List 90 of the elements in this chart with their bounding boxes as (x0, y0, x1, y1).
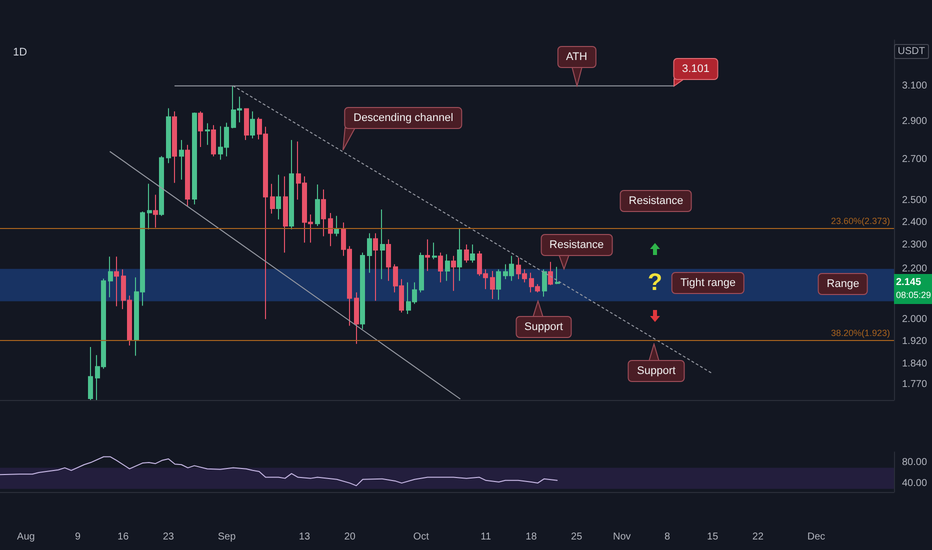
candlestick (159, 156, 164, 216)
candlestick (470, 244, 475, 264)
x-tick-label: 16 (118, 532, 130, 542)
candlestick (283, 176, 288, 254)
annotation: 3.101 (672, 58, 718, 80)
y-tick-label: 1.920 (902, 336, 928, 347)
y-tick-label: 1.840 (902, 358, 928, 370)
annotation: ATH (556, 46, 596, 68)
candlestick (147, 183, 152, 230)
annotation: ? (648, 269, 662, 297)
x-tick-label: Aug (17, 532, 35, 542)
candlestick (490, 270, 495, 300)
candlestick (108, 256, 113, 298)
candlestick (114, 256, 119, 307)
x-tick-label: 23 (162, 532, 174, 542)
annotation: Range (818, 273, 868, 295)
text: 2.145 (896, 276, 922, 290)
x-tick-label: Oct (413, 532, 430, 542)
y-tick-label: 80.00 (902, 457, 928, 468)
candlestick (380, 209, 385, 280)
y-tick-label: 40.00 (902, 478, 928, 490)
candlestick (334, 215, 339, 237)
candlestick (211, 124, 216, 157)
y-tick-label: 2.200 (902, 263, 928, 274)
ref-line-label: 38.20%(1.923) (830, 328, 890, 338)
candlestick (88, 346, 93, 400)
line-series (0, 456, 558, 486)
y-tick-label: 2.900 (902, 116, 928, 128)
annotation: Support (628, 360, 685, 382)
text: 08:05:29 (896, 289, 932, 302)
annotation: Tight range (671, 272, 745, 294)
text: 1D (13, 46, 28, 58)
y-tick-label: 2.700 (902, 154, 928, 166)
candlestick (432, 242, 437, 260)
candlestick (496, 268, 501, 300)
candlestick (198, 110, 203, 148)
x-tick-label: 25 (571, 532, 583, 542)
candlestick (548, 261, 553, 286)
candlestick (542, 268, 547, 298)
candlestick (438, 252, 443, 283)
candlestick (419, 252, 424, 293)
candlestick (179, 139, 184, 180)
candlestick (276, 174, 281, 220)
candlestick (373, 232, 378, 302)
candlestick (425, 238, 430, 272)
annotation: Resistance (540, 234, 613, 256)
x-tick-label: Dec (807, 532, 826, 542)
x-tick-label: 15 (707, 532, 719, 542)
ref-line-label: 23.60%(2.373) (830, 216, 890, 226)
y-tick-label: 2.500 (902, 195, 928, 206)
y-tick-label: 1.770 (902, 379, 928, 390)
candlestick (289, 139, 294, 230)
candlestick (153, 194, 158, 228)
y-tick-label: 2.300 (902, 240, 928, 251)
candlestick (445, 254, 450, 282)
x-tick-label: Sep (218, 532, 236, 542)
y-tick-label: 2.000 (902, 314, 928, 326)
y-tick-label: 3.100 (902, 80, 928, 92)
candlestick (386, 238, 391, 282)
candlestick (367, 232, 372, 274)
candlestick (328, 212, 333, 247)
text: USDT (894, 44, 929, 59)
x-tick-label: 18 (526, 532, 538, 542)
y-tick-label: 2.400 (902, 216, 928, 228)
candlestick (555, 266, 560, 285)
candlestick (166, 108, 171, 164)
x-tick-label: Nov (613, 532, 631, 542)
x-tick-label: 8 (664, 532, 670, 542)
annotation: Resistance (620, 190, 692, 212)
candlestick (192, 112, 197, 205)
candlestick (464, 244, 469, 264)
x-tick-label: 11 (480, 532, 492, 542)
candlestick (172, 110, 177, 184)
x-tick-label: 9 (74, 532, 81, 542)
x-tick-label: 22 (752, 532, 764, 542)
candlestick (185, 144, 190, 207)
candlestick (250, 110, 255, 139)
annotation: Descending channel (344, 106, 462, 129)
candlestick (354, 292, 359, 344)
candlestick (321, 189, 326, 237)
x-tick-label: 20 (344, 532, 356, 542)
candlestick (360, 252, 365, 330)
annotation: Support (515, 316, 572, 338)
candlestick (270, 183, 275, 214)
x-tick-label: 13 (298, 532, 310, 542)
candlestick (244, 108, 249, 140)
candlestick (451, 255, 456, 292)
candlestick (205, 122, 210, 146)
candlestick (457, 228, 462, 282)
candlestick (315, 184, 320, 227)
